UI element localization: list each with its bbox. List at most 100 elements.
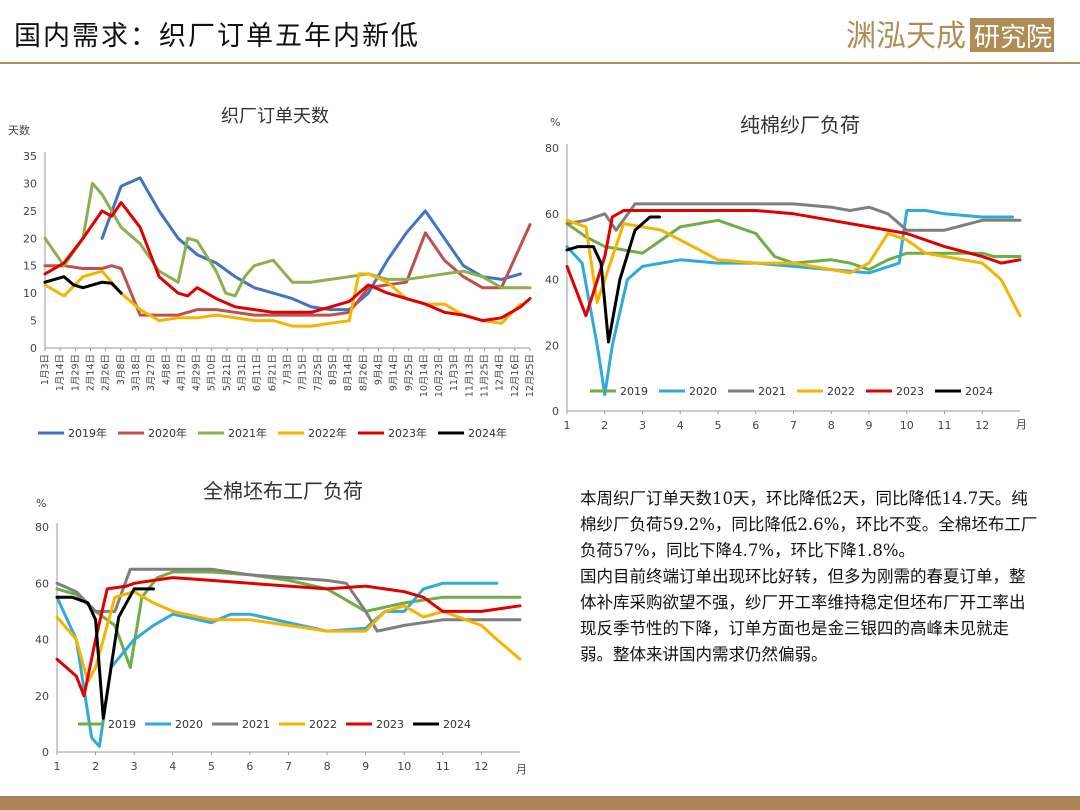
legend-label: 2022 xyxy=(309,718,337,731)
x-tick-label: 9月4日 xyxy=(373,354,384,385)
y-tick-label: 60 xyxy=(35,577,49,590)
x-tick-label: 10月14日 xyxy=(419,354,430,397)
x-tick-label: 11月13日 xyxy=(464,354,475,397)
legend-label: 2021 xyxy=(242,718,270,731)
x-tick-label: 5月31日 xyxy=(237,354,248,391)
x-tick-label: 9 xyxy=(362,760,369,773)
x-tick-label: 4 xyxy=(677,419,684,432)
series-line-2019 xyxy=(565,218,1022,272)
y-tick-label: 40 xyxy=(35,634,49,647)
legend-label: 2019年 xyxy=(68,426,107,440)
x-tick-label: 8 xyxy=(324,760,331,773)
x-tick-label: 3 xyxy=(131,760,138,773)
legend-label: 2023年 xyxy=(388,426,427,440)
x-tick-label: 5月10日 xyxy=(207,354,218,391)
x-tick-label: 10 xyxy=(397,760,411,773)
commentary-paragraph: 本周织厂订单天数10天，环比降低2天，同比降低14.7天。纯棉纱厂负荷59.2%… xyxy=(580,489,1038,560)
y-tick-label: 20 xyxy=(35,690,49,703)
x-tick-label: 1 xyxy=(54,760,61,773)
x-tick-label: 3月18日 xyxy=(131,354,142,391)
x-tick-label: 11 xyxy=(436,760,450,773)
x-tick-label: 4月17日 xyxy=(176,354,187,391)
x-tick-label: 2月14日 xyxy=(85,354,96,391)
y-axis-label: % xyxy=(550,116,560,129)
y-tick-label: 0 xyxy=(552,405,559,418)
y-tick-label: 60 xyxy=(545,208,559,221)
series-line-2019年 xyxy=(100,176,522,312)
y-tick-label: 40 xyxy=(545,274,559,287)
x-tick-label: 8 xyxy=(828,419,835,432)
legend-label: 2020年 xyxy=(148,426,187,440)
x-tick-label: 2月26日 xyxy=(101,354,112,391)
x-tick-label: 7 xyxy=(790,419,797,432)
chart-title: 织厂订单天数 xyxy=(221,106,329,127)
legend-label: 2022年 xyxy=(308,426,347,440)
legend-label: 2022 xyxy=(827,385,855,398)
x-tick-label: 11 xyxy=(938,419,952,432)
x-tick-label: 2 xyxy=(601,419,608,432)
legend-label: 2020 xyxy=(175,718,203,731)
x-tick-label: 7月3日 xyxy=(283,354,294,385)
y-tick-label: 20 xyxy=(23,232,37,245)
x-tick-label: 9月14日 xyxy=(389,354,400,391)
y-tick-label: 80 xyxy=(545,142,559,155)
y-tick-label: 15 xyxy=(23,260,37,273)
y-tick-label: 5 xyxy=(30,315,37,328)
x-tick-label: 10 xyxy=(900,419,914,432)
x-tick-label: 1 xyxy=(564,419,571,432)
brand-logo: 渊泓天成 研究院 xyxy=(846,18,1054,54)
x-axis-unit: 月 xyxy=(1016,418,1027,431)
y-axis-label: 天数 xyxy=(8,124,30,137)
x-tick-label: 5月21日 xyxy=(222,354,233,391)
y-tick-label: 0 xyxy=(42,746,49,759)
y-tick-label: 10 xyxy=(23,287,37,300)
legend-label: 2023 xyxy=(896,385,924,398)
x-tick-label: 9 xyxy=(866,419,873,432)
x-tick-label: 11月25日 xyxy=(480,354,491,397)
x-tick-label: 12月25日 xyxy=(525,354,536,397)
series-line-2020年 xyxy=(43,223,532,317)
x-tick-label: 12 xyxy=(975,419,989,432)
svg-text:研究院: 研究院 xyxy=(974,23,1052,53)
legend-label: 2021 xyxy=(758,385,786,398)
x-tick-label: 6月11日 xyxy=(252,354,263,391)
x-tick-label: 7 xyxy=(285,760,292,773)
x-tick-label: 4 xyxy=(169,760,176,773)
series-line-2021年 xyxy=(43,181,532,298)
legend-label: 2023 xyxy=(376,718,404,731)
header-divider xyxy=(0,62,1080,64)
legend-label: 2020 xyxy=(689,385,717,398)
commentary: 本周织厂订单天数10天，环比降低2天，同比降低14.7天。纯棉纱厂负荷59.2%… xyxy=(580,486,1040,668)
y-tick-label: 20 xyxy=(545,339,559,352)
x-tick-label: 4月8日 xyxy=(161,354,172,385)
legend-label: 2019 xyxy=(108,718,136,731)
y-tick-label: 35 xyxy=(23,150,37,163)
x-tick-label: 1月14日 xyxy=(55,354,66,391)
y-tick-label: 25 xyxy=(23,205,37,218)
page-title: 国内需求：织厂订单五年内新低 xyxy=(14,21,420,52)
legend-label: 2019 xyxy=(620,385,648,398)
x-tick-label: 3月8日 xyxy=(116,354,127,385)
x-tick-label: 5 xyxy=(208,760,215,773)
x-tick-label: 10月23日 xyxy=(434,354,445,397)
x-tick-label: 5 xyxy=(715,419,722,432)
series-line-2024 xyxy=(55,587,155,720)
x-tick-label: 3 xyxy=(639,419,646,432)
x-tick-label: 1月29日 xyxy=(70,354,81,391)
footer-bar xyxy=(0,796,1080,810)
y-axis-label: % xyxy=(36,497,46,510)
x-axis-unit: 月 xyxy=(516,763,527,776)
y-tick-label: 0 xyxy=(30,342,37,355)
x-tick-label: 11月3日 xyxy=(449,354,460,391)
x-tick-label: 12月4日 xyxy=(495,354,506,391)
x-tick-label: 3月27日 xyxy=(146,354,157,391)
series-line-2020 xyxy=(55,581,499,748)
series-line-2023年 xyxy=(43,201,532,323)
series-line-2024年 xyxy=(43,275,123,295)
x-tick-label: 9月25日 xyxy=(404,354,415,391)
x-tick-label: 7月25日 xyxy=(313,354,324,391)
series-line-2024 xyxy=(565,215,661,344)
x-tick-label: 6 xyxy=(246,760,253,773)
